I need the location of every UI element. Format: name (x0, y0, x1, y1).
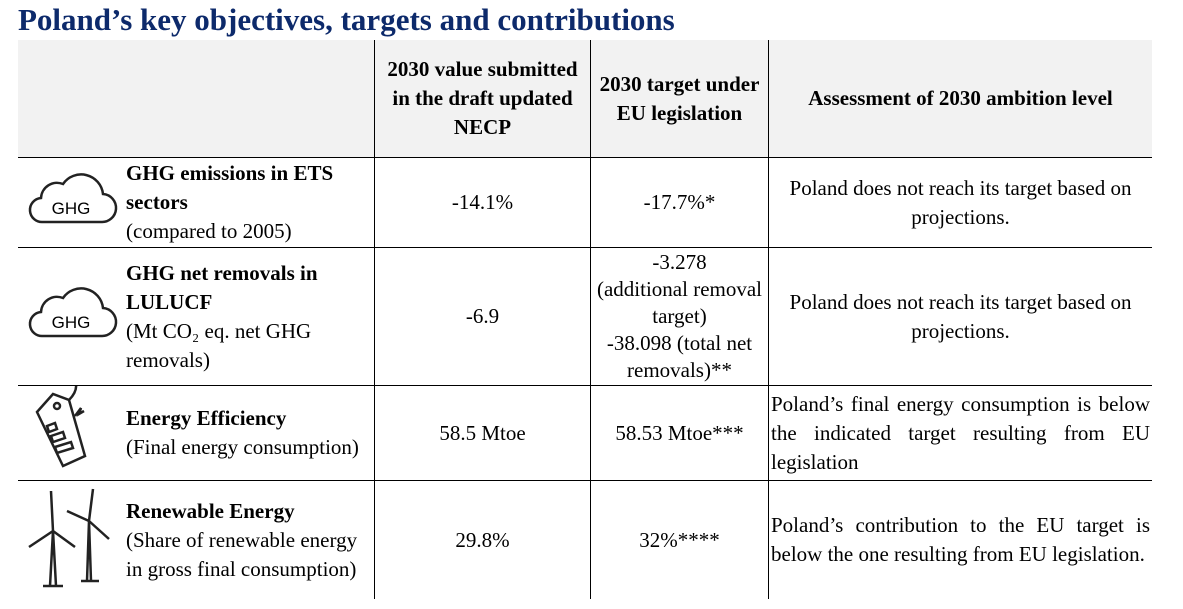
target-line: -17.7%* (643, 190, 716, 214)
table-row: Energy Efficiency (Final energy consumpti… (18, 379, 1152, 481)
table-body: GHG GHG emissions in ETS sectors (compare… (18, 157, 1152, 600)
icon-cell: GHG (18, 248, 124, 386)
target-line: 58.53 Mtoe*** (615, 420, 744, 445)
target-cell: -3.278 (additional removal target) -38.098… (590, 247, 769, 386)
header-row: 2030 value submitted in the draft update… (18, 40, 1152, 158)
title: Poland’s key objectives, targets and con… (18, 2, 675, 37)
row-title: Energy Efficiency (126, 406, 287, 430)
assessment-cell: Poland does not reach its target based o… (768, 157, 1152, 248)
ghg-icon: GHG (28, 172, 118, 223)
row-title: Renewable Energy (126, 498, 295, 523)
icon-cell: GHG (18, 158, 124, 248)
assessment-cell: Poland does not reach its target based o… (768, 247, 1152, 386)
icon-label: GHG (52, 199, 91, 218)
target-cell: 58.53 Mtoe*** (590, 385, 769, 481)
header-cell: Assessment of 2030 ambition level (768, 40, 1152, 158)
value-cell: -6.9 (374, 247, 591, 386)
value-cell: 58.5 Mtoe (374, 385, 591, 481)
target-line: -38.098 (total net removals)** (606, 331, 753, 382)
icon-label: GHG (52, 313, 91, 332)
row-subtitle: (Share of renewable energy in gross fina… (126, 527, 358, 581)
row-subtitle: (compared to 2005) (126, 219, 292, 243)
header-cell: 2030 target under EU legislation (590, 40, 769, 158)
wind-icon (28, 488, 110, 588)
header-cell (18, 40, 375, 158)
row-title: GHG emissions in ETS sectors (126, 161, 334, 214)
label-cell: Renewable Energy (Share of renewable ener… (124, 481, 375, 600)
assessment-cell: Poland’s final energy consumption is bel… (768, 385, 1152, 481)
label-icon (35, 379, 87, 468)
objectives-table: 2030 value submitted in the draft update… (18, 40, 1152, 599)
row-subtitle: (Final energy consumption) (126, 435, 359, 459)
table-row: GHG GHG emissions in ETS sectors (compare… (18, 157, 1152, 248)
target-cell: 32%**** (590, 480, 769, 599)
row-title: GHG net removals in LULUCF (126, 260, 318, 314)
value-cell: 29.8% (374, 480, 591, 599)
table-row: GHG GHG net removals in LULUCF (Mt CO₂ eq… (18, 247, 1152, 386)
label-cell: Energy Efficiency (Final energy consumpti… (124, 386, 375, 481)
table-row: Renewable Energy (Share of renewable ener… (18, 480, 1152, 600)
value-cell: -14.1% (374, 157, 591, 248)
icon-cell (18, 481, 124, 600)
label-cell: GHG emissions in ETS sectors (compared to… (124, 158, 375, 248)
assessment-cell: Poland’s contribution to the EU target i… (768, 480, 1152, 599)
target-line: -3.278 (652, 250, 707, 274)
target-line: (additional removal target) (596, 277, 763, 328)
header-cell: 2030 value submitted in the draft update… (374, 40, 591, 158)
row-subtitle: (Mt CO₂ eq. net GHG removals) (126, 318, 312, 372)
target-line: 32%**** (639, 527, 720, 552)
label-cell: GHG net removals in LULUCF (Mt CO₂ eq. ne… (124, 248, 375, 386)
icon-cell (18, 379, 124, 481)
target-cell: -17.7%* (590, 157, 769, 248)
ghg-icon: GHG (28, 286, 118, 337)
